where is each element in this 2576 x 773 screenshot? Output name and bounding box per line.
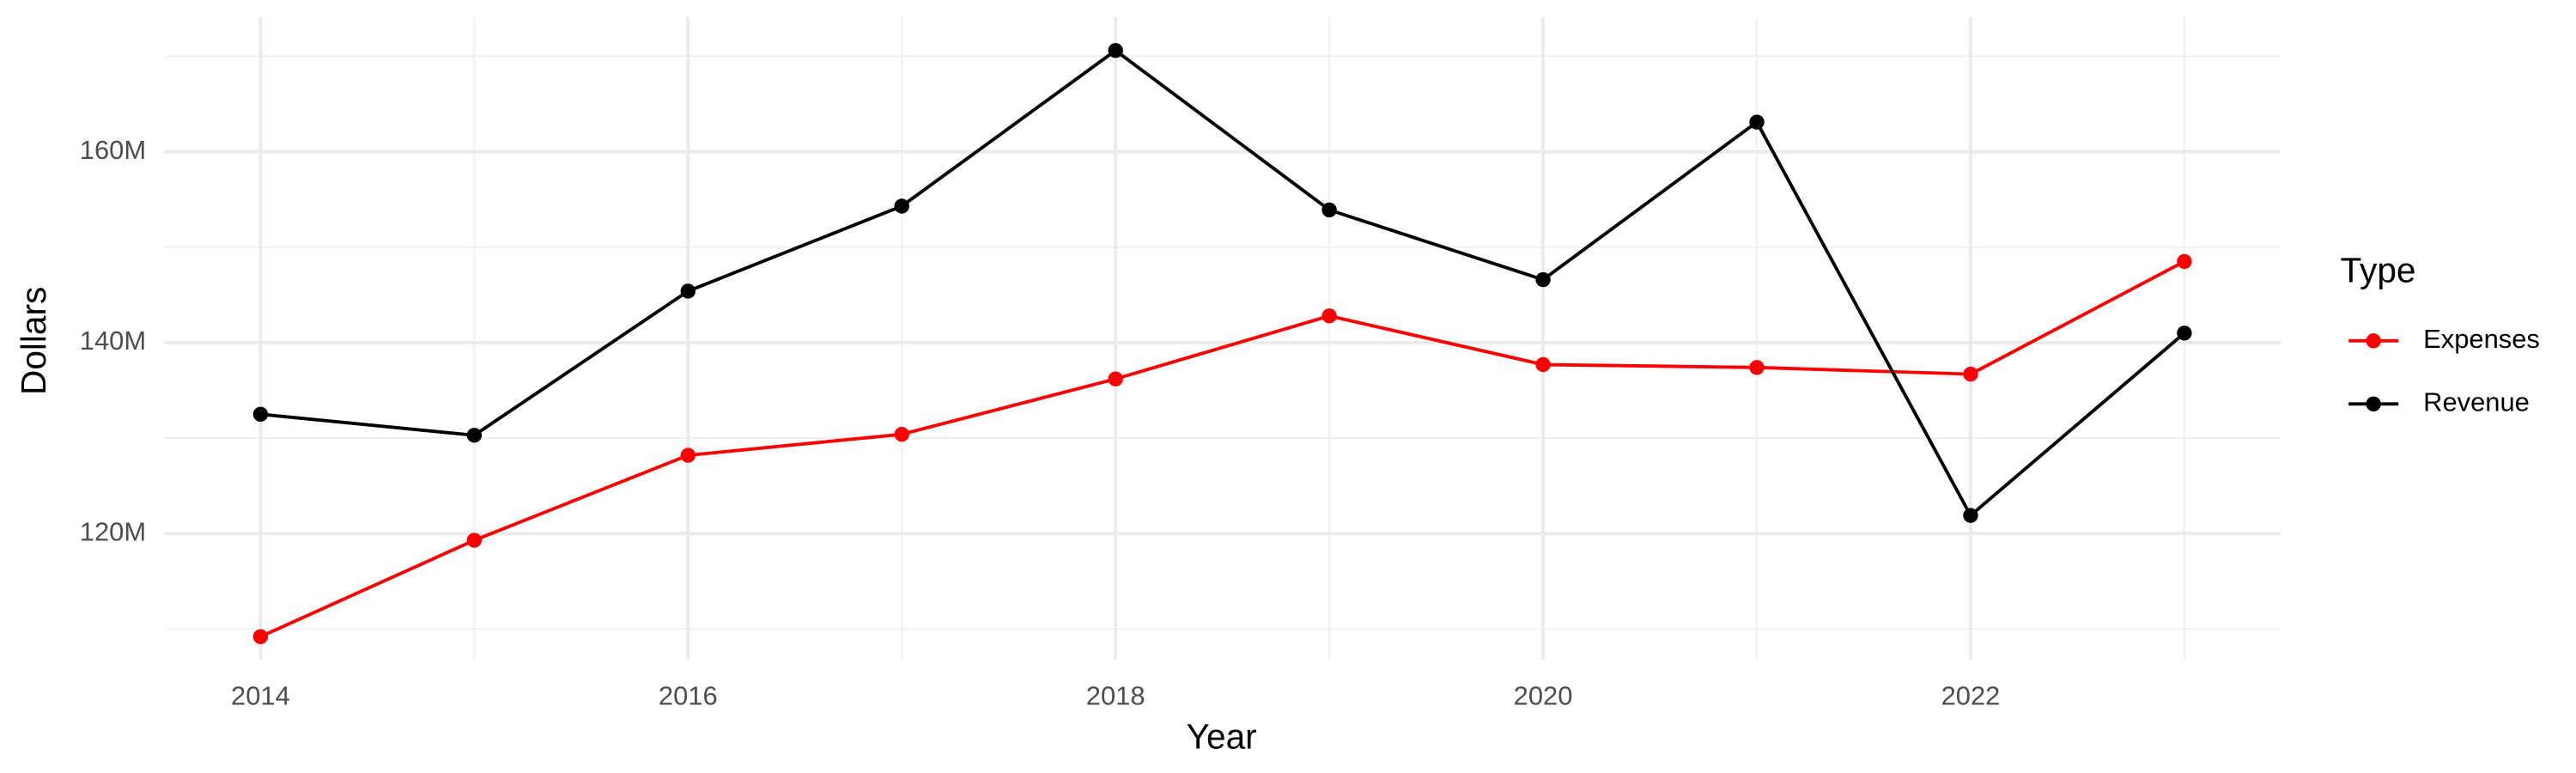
point [1321,308,1337,324]
legend-label: Expenses [2423,324,2540,354]
legend-title: Type [2341,250,2416,289]
point [894,198,909,214]
point [1321,202,1337,218]
point [1749,114,1765,130]
point [680,283,696,299]
y-axis-title: Dollars [14,287,53,395]
point [680,447,696,463]
point [1963,508,1978,523]
legend-marker [2366,333,2381,349]
point [466,533,483,548]
legend-label: Revenue [2423,386,2530,417]
legend-marker [2366,396,2381,411]
point [2177,326,2192,341]
x-tick-label: 2018 [1086,681,1145,711]
point [1108,43,1123,58]
point [252,629,269,644]
x-tick-label: 2014 [231,681,290,711]
point [2177,253,2192,270]
x-tick-label: 2016 [659,681,718,711]
line [260,48,2186,519]
point [466,428,483,443]
y-tick-label: 140M [80,326,146,356]
line [259,259,2185,639]
point [252,406,269,423]
x-tick-label: 2022 [1941,681,2001,711]
point [1535,356,1551,373]
point [1108,371,1123,386]
point [1749,360,1765,375]
point [894,426,909,442]
point [1535,271,1551,288]
y-tick-label: 160M [80,135,146,165]
y-tick-label: 120M [80,516,146,546]
x-axis-title: Year [1187,716,1257,756]
x-tick-label: 2020 [1514,681,1573,711]
point [1963,366,1978,382]
